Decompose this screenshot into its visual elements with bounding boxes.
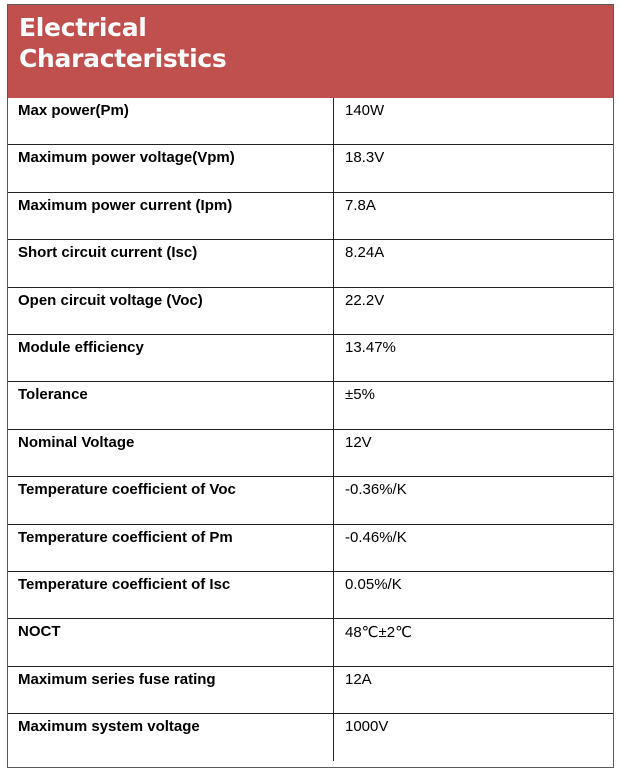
table-row: Short circuit current (Isc) 8.24A xyxy=(8,240,613,288)
spec-value: 22.2V xyxy=(345,291,385,309)
spec-value: 12A xyxy=(345,670,372,688)
spec-label: Maximum series fuse rating xyxy=(18,670,216,688)
table-row: Nominal Voltage 12V xyxy=(8,429,613,478)
spec-value: 0.05%/K xyxy=(345,575,402,593)
table-row: Open circuit voltage (Voc) 22.2V xyxy=(8,287,613,335)
spec-value: 48℃±2℃ xyxy=(345,624,412,642)
spec-label: Temperature coefficient of Voc xyxy=(18,481,236,499)
spec-label: Maximum system voltage xyxy=(18,718,200,736)
table-row: Maximum power current (Ipm) 7.8A xyxy=(8,192,613,241)
spec-label: Short circuit current (Isc) xyxy=(18,244,198,262)
table-row: Temperature coefficient of Isc 0.05%/K xyxy=(8,571,613,620)
spec-value: 140W xyxy=(345,102,385,119)
spec-value: ±5% xyxy=(345,386,375,404)
table-row: Temperature coefficient of Voc -0.36%/K xyxy=(8,477,613,525)
table-row: Maximum system voltage 1000V xyxy=(8,714,613,762)
spec-label: Open circuit voltage (Voc) xyxy=(18,291,203,309)
spec-value: 7.8A xyxy=(345,196,376,214)
spec-value: 8.24A xyxy=(345,244,385,262)
spec-label: Tolerance xyxy=(18,386,88,404)
table-row: NOCT 48℃±2℃ xyxy=(8,619,613,667)
table-row: Tolerance ±5% xyxy=(8,382,613,430)
table-row: Maximum power voltage(Vpm) 18.3V xyxy=(8,145,613,193)
electrical-characteristics-sheet: Electrical Characteristics Max power(Pm)… xyxy=(7,4,614,768)
spec-label: NOCT xyxy=(18,623,61,641)
section-title: Electrical Characteristics xyxy=(19,12,613,74)
spec-label: Temperature coefficient of Pm xyxy=(18,528,233,546)
spec-value: 13.47% xyxy=(345,338,396,356)
spec-value: 1000V xyxy=(345,718,389,736)
table-row: Module efficiency 13.47% xyxy=(8,334,613,383)
spec-label: Temperature coefficient of Isc xyxy=(18,575,231,593)
section-title-line-2: Characteristics xyxy=(19,44,227,73)
spec-value: 18.3V xyxy=(345,149,385,167)
spec-label: Nominal Voltage xyxy=(18,433,135,451)
spec-label: Maximum power voltage(Vpm) xyxy=(18,149,235,167)
section-header: Electrical Characteristics xyxy=(8,5,613,98)
table-row: Maximum series fuse rating 12A xyxy=(8,666,613,715)
spec-label: Maximum power current (Ipm) xyxy=(18,196,233,214)
spec-value: 12V xyxy=(345,433,372,451)
specs-table: Max power(Pm) 140W Maximum power voltage… xyxy=(8,98,613,762)
spec-value: -0.36%/K xyxy=(345,481,407,499)
spec-label: Max power(Pm) xyxy=(18,102,129,119)
section-title-line-1: Electrical xyxy=(19,13,147,42)
table-row: Max power(Pm) 140W xyxy=(8,98,613,146)
spec-label: Module efficiency xyxy=(18,338,144,356)
table-row: Temperature coefficient of Pm -0.46%/K xyxy=(8,524,613,572)
spec-value: -0.46%/K xyxy=(345,528,407,546)
